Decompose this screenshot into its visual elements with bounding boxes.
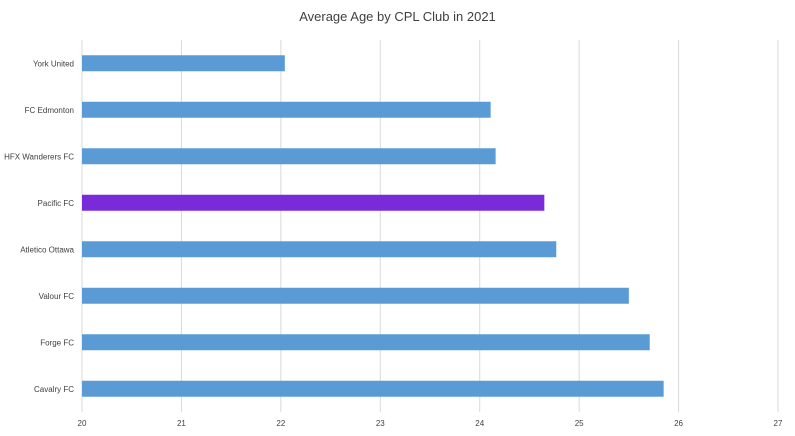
bar-cavalry-fc bbox=[82, 380, 664, 397]
category-label-york-united: York United bbox=[33, 59, 74, 68]
bar-pacific-fc bbox=[82, 194, 545, 211]
bar-forge-fc bbox=[82, 334, 650, 351]
bar-valour-fc bbox=[82, 287, 629, 304]
x-tick-label-25: 25 bbox=[575, 419, 584, 428]
x-tick-label-22: 22 bbox=[276, 419, 285, 428]
x-tick-label-26: 26 bbox=[674, 419, 683, 428]
bar-atletico-ottawa bbox=[82, 241, 557, 258]
bar-york-united bbox=[82, 55, 285, 72]
x-tick-label-20: 20 bbox=[78, 419, 87, 428]
category-label-valour-fc: Valour FC bbox=[39, 292, 75, 301]
grid-lines bbox=[81, 40, 779, 412]
bar-hfx-wanderers-fc bbox=[82, 148, 496, 165]
category-labels: York United FC Edmonton HFX Wanderers FC Pa… bbox=[4, 59, 74, 394]
category-label-fc-edmonton: FC Edmonton bbox=[25, 106, 74, 115]
category-label-cavalry-fc: Cavalry FC bbox=[34, 385, 74, 394]
category-label-hfx-wanderers-fc: HFX Wanderers FC bbox=[4, 152, 74, 161]
x-tick-label-24: 24 bbox=[475, 419, 484, 428]
category-label-forge-fc: Forge FC bbox=[40, 338, 74, 347]
category-label-pacific-fc: Pacific FC bbox=[38, 199, 75, 208]
bar-fc-edmonton bbox=[82, 101, 491, 118]
x-tick-labels: 20 21 22 23 24 25 26 27 bbox=[78, 419, 783, 428]
x-tick-label-21: 21 bbox=[177, 419, 186, 428]
chart-title: Average Age by CPL Club in 2021 bbox=[299, 9, 496, 24]
category-label-atletico-ottawa: Atletico Ottawa bbox=[20, 245, 74, 254]
bars bbox=[82, 55, 664, 397]
x-tick-label-23: 23 bbox=[376, 419, 385, 428]
x-tick-label-27: 27 bbox=[774, 419, 783, 428]
